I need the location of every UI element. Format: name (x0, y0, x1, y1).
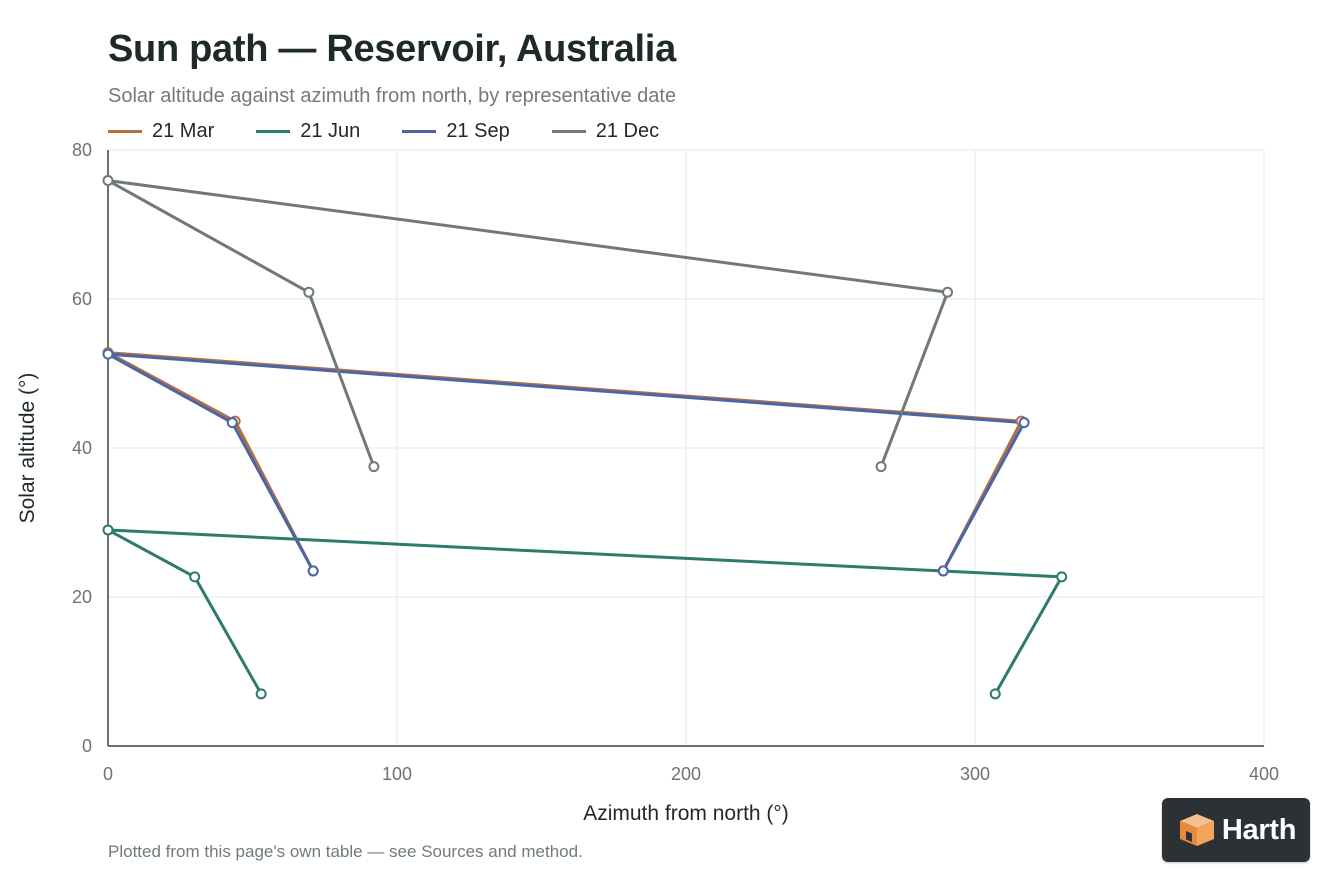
legend-item-sep: 21 Sep (402, 120, 510, 143)
legend-swatch-mar (108, 130, 142, 133)
legend-item-mar: 21 Mar (108, 120, 214, 143)
data-point-21-dec (368, 461, 380, 473)
legend-swatch-jun (256, 130, 291, 133)
data-point-21-jun (102, 524, 114, 536)
y-tick-label: 80 (72, 140, 92, 160)
y-tick-label: 0 (82, 736, 92, 756)
legend-swatch-dec (551, 130, 586, 133)
x-tick-label: 400 (1249, 764, 1279, 784)
x-tick-label: 100 (382, 764, 412, 784)
data-point-21-dec (942, 286, 954, 298)
data-point-21-jun (189, 571, 201, 583)
data-point-21-sep (937, 565, 949, 577)
legend-label-dec: 21 Dec (595, 120, 660, 142)
legend-item-jun: 21 Jun (256, 120, 360, 143)
data-point-21-dec (102, 175, 114, 187)
data-point-21-sep (1018, 417, 1030, 429)
y-tick-label: 40 (72, 438, 92, 458)
y-tick-label: 60 (72, 289, 92, 309)
legend-label-jun: 21 Jun (300, 120, 361, 142)
series-line-21-jun (106, 528, 1064, 696)
data-point-21-sep (226, 417, 238, 429)
data-point-21-jun (989, 688, 1001, 700)
chart-series (102, 175, 1068, 700)
y-axis-label: Solar altitude (°) (16, 373, 39, 524)
legend-label-sep: 21 Sep (446, 120, 510, 142)
data-point-21-jun (255, 688, 267, 700)
legend-swatch-sep (402, 130, 437, 133)
chart-grid (108, 149, 1265, 746)
data-point-21-dec (303, 286, 315, 298)
footnote: Plotted from this page's own table — see… (108, 842, 583, 861)
harth-logo-icon (1179, 814, 1214, 846)
chart-legend: 21 Mar 21 Jun 21 Sep 21 Dec (108, 120, 701, 143)
data-point-21-jun (1056, 571, 1068, 583)
x-tick-label: 300 (960, 764, 990, 784)
data-point-21-sep (307, 565, 319, 577)
chart-axes: 0 100 200 300 400 0 20 40 60 80 (72, 140, 1279, 784)
chart-subtitle: Solar altitude against azimuth from nort… (108, 85, 677, 107)
legend-item-dec: 21 Dec (551, 120, 660, 143)
x-tick-label: 200 (671, 764, 701, 784)
harth-badge-label: Harth (1221, 813, 1297, 846)
y-tick-label: 20 (72, 587, 92, 607)
x-axis-label: Azimuth from north (°) (583, 802, 789, 825)
legend-label-mar: 21 Mar (152, 120, 215, 142)
chart-title: Sun path — Reservoir, Australia (108, 28, 676, 70)
data-point-21-sep (102, 348, 114, 360)
data-point-21-dec (875, 461, 887, 473)
harth-badge[interactable]: Harth (1162, 798, 1310, 862)
x-tick-label: 0 (103, 764, 113, 784)
